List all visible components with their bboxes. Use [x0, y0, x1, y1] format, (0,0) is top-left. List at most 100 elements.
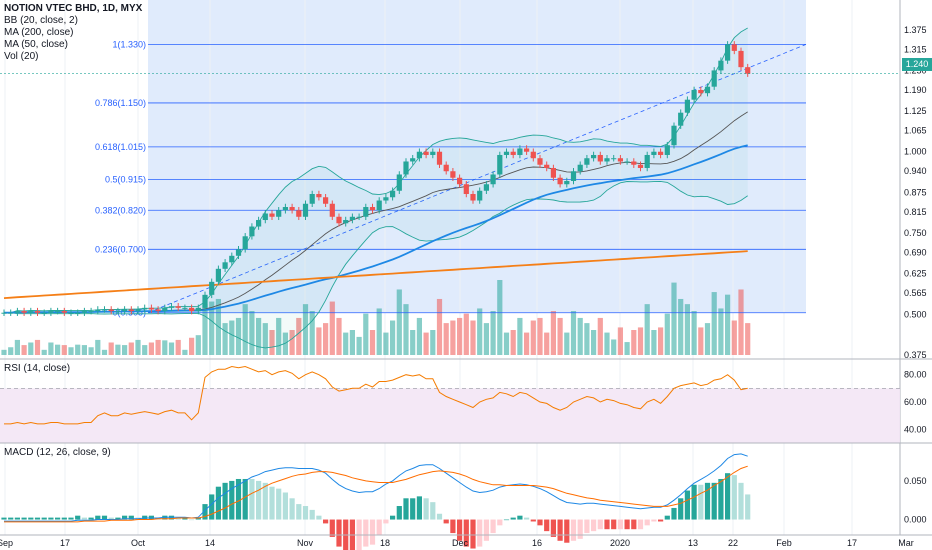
volume-bar [336, 317, 342, 355]
macd-hist-bar [436, 513, 443, 520]
candle-body [591, 154, 597, 159]
volume-bar [249, 311, 255, 355]
macd-hist-bar [617, 519, 623, 530]
chart-legend: NOTION VTEC BHD, 1D, MYX BB (20, close, … [4, 3, 142, 63]
rsi-tick-label: 60.00 [904, 397, 927, 407]
volume-bar [725, 294, 731, 355]
volume-bars [1, 280, 751, 355]
candle-body [209, 281, 215, 295]
volume-bar [356, 336, 362, 355]
volume-bar [704, 323, 711, 355]
macd-hist-bar [483, 519, 489, 541]
macd-hist-bar [276, 488, 282, 520]
macd-hist-bar [256, 480, 262, 520]
macd-title[interactable]: MACD (12, 26, close, 9) [4, 447, 111, 458]
macd-hist-bar [336, 519, 342, 547]
indicator-ma200[interactable]: MA (200, close) [4, 27, 74, 38]
volume-bar [95, 339, 101, 355]
time-axis[interactable]: Sep 17 Oct 14 Nov 18 Dec 16 2020 13 22 Feb 17 Mar [0, 534, 932, 548]
candle-body [323, 197, 329, 204]
volume-bar [289, 330, 295, 355]
candle-body [497, 154, 503, 175]
macd-hist-bar [611, 519, 617, 530]
time-tick-label: Nov [297, 538, 314, 548]
macd-hist-bar [323, 519, 329, 524]
indicator-bb[interactable]: BB (20, close, 2) [4, 15, 78, 26]
rsi-pane[interactable]: 80.00 60.00 40.00 [0, 358, 932, 444]
fib-retracement[interactable]: 1(1.330) 0.786(1.150) 0.618(1.015) 0.5(0.91… [95, 39, 807, 318]
volume-bar [256, 317, 262, 355]
volume-bar [108, 342, 114, 355]
macd-hist-bar [658, 519, 664, 522]
macd-hist-bar [189, 519, 195, 521]
time-tick-label: Feb [776, 538, 792, 548]
candle-body [396, 174, 402, 191]
candle-body [168, 306, 175, 308]
candle-body [490, 174, 496, 185]
volume-bar [457, 317, 463, 355]
volume-bar [564, 332, 570, 355]
macd-hist-bar [470, 519, 476, 549]
volume-bar [168, 342, 175, 355]
candle-body [664, 145, 670, 155]
macd-hist-bar [684, 490, 690, 520]
volume-bar [302, 304, 309, 355]
candle-body [671, 125, 677, 146]
candle-body [691, 89, 697, 100]
candle-body [410, 158, 416, 162]
indicator-vol[interactable]: Vol (20) [4, 51, 39, 62]
volume-bar [349, 330, 355, 355]
candle-body [584, 158, 590, 165]
candle-body [570, 171, 577, 181]
macd-hist-bar [457, 519, 463, 541]
indicator-ma50[interactable]: MA (50, close) [4, 39, 68, 50]
candle-body [276, 210, 282, 217]
candle-body [383, 197, 389, 201]
candle-body [61, 311, 67, 313]
volume-bar [631, 330, 637, 355]
macd-hist-bar [651, 519, 657, 522]
macd-pane[interactable]: 0.050 0.000 [0, 442, 932, 550]
volume-bar [544, 332, 550, 355]
candle-body [550, 167, 556, 178]
candle-body [88, 311, 94, 313]
volume-bar [557, 317, 563, 355]
macd-hist-bar [497, 519, 503, 526]
candle-body [142, 307, 148, 310]
candle-body [745, 67, 751, 74]
volume-bar [209, 301, 215, 355]
range-box [148, 0, 806, 313]
volume-bar [524, 332, 530, 355]
candle-body [182, 307, 188, 309]
candle-body [41, 312, 47, 314]
macd-hist-bar [644, 519, 650, 526]
macd-hist-bar [597, 519, 603, 530]
candle-body [336, 216, 342, 224]
candle-body [684, 99, 690, 113]
fib-level-label: 0.618(1.015) [95, 142, 146, 152]
volume-bar [390, 320, 396, 355]
candle-body [390, 190, 396, 198]
macd-hist-bar [28, 517, 34, 520]
candle-body [678, 112, 684, 126]
macd-hist-bar [678, 498, 684, 520]
macd-hist-bar [242, 478, 248, 520]
macd-hist-bar [41, 517, 47, 520]
candle-body [175, 306, 181, 308]
macd-hist-bar [517, 515, 523, 520]
candle-body [343, 220, 349, 224]
candle-body [557, 177, 563, 185]
time-tick-label: Mar [898, 538, 914, 548]
price-axis[interactable]: 1.3751.3151.2501.1901.1251.0651.0000.940… [899, 0, 932, 535]
price-axis-bg [900, 0, 932, 535]
rsi-title[interactable]: RSI (14, close) [4, 363, 71, 374]
candle-body [483, 184, 489, 191]
macd-hist-bar [738, 482, 744, 520]
price-tick-label: 1.125 [904, 106, 927, 116]
rsi-band [0, 388, 900, 443]
macd-hist-bar [249, 478, 255, 520]
volume-bar [14, 339, 20, 355]
macd-hist-bar [229, 480, 235, 520]
macd-hist-bar [631, 519, 637, 530]
